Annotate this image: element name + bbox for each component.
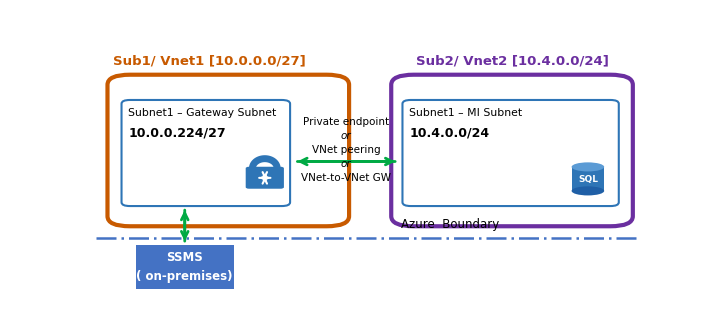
FancyBboxPatch shape [122, 100, 290, 206]
FancyBboxPatch shape [246, 167, 284, 189]
Text: SSMS
( on-premises): SSMS ( on-premises) [136, 251, 233, 283]
Ellipse shape [571, 186, 604, 195]
Text: VNet peering: VNet peering [312, 145, 381, 155]
Text: Subnet1 – MI Subnet: Subnet1 – MI Subnet [409, 108, 522, 117]
Ellipse shape [571, 162, 604, 172]
FancyBboxPatch shape [571, 167, 604, 191]
Text: SQL: SQL [578, 175, 598, 184]
Text: 10.0.0.224/27: 10.0.0.224/27 [128, 127, 226, 139]
FancyBboxPatch shape [392, 75, 633, 226]
Text: Azure  Boundary: Azure Boundary [401, 218, 500, 231]
Text: Subnet1 – Gateway Subnet: Subnet1 – Gateway Subnet [128, 108, 276, 117]
FancyBboxPatch shape [107, 75, 349, 226]
Text: or: or [341, 131, 352, 141]
Text: 10.4.0.0/24: 10.4.0.0/24 [409, 127, 489, 139]
Text: Sub1/ Vnet1 [10.0.0.0/27]: Sub1/ Vnet1 [10.0.0.0/27] [112, 54, 305, 67]
Text: VNet-to-VNet GW: VNet-to-VNet GW [302, 173, 392, 183]
Text: Private endpoint: Private endpoint [303, 117, 389, 127]
Text: Sub2/ Vnet2 [10.4.0.0/24]: Sub2/ Vnet2 [10.4.0.0/24] [415, 54, 608, 67]
Text: or: or [341, 159, 352, 169]
FancyBboxPatch shape [136, 245, 234, 289]
FancyBboxPatch shape [402, 100, 618, 206]
